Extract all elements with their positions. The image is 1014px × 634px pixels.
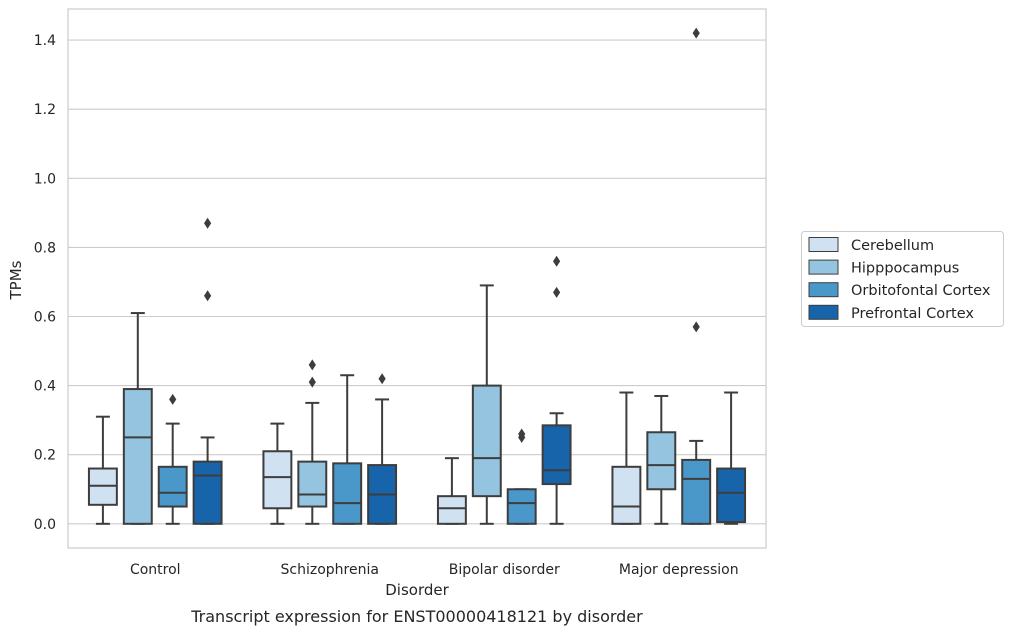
box-0-2 [157, 393, 188, 525]
outlier-point [518, 428, 526, 440]
y-tick-label: 1.4 [34, 33, 56, 49]
outlier-point [553, 255, 561, 267]
box-iqr [262, 450, 293, 510]
chart-caption: Transcript expression for ENST0000041812… [190, 607, 643, 626]
box-1-2 [332, 374, 363, 525]
box-0-0 [87, 415, 118, 525]
box-iqr [157, 465, 188, 508]
legend-swatch [808, 237, 839, 252]
outlier-point [378, 373, 386, 385]
legend-swatch [808, 282, 839, 298]
box-0-3 [192, 217, 223, 525]
y-tick-label: 1.0 [34, 171, 56, 187]
outlier-point [204, 217, 212, 229]
y-tick-label: 0.4 [34, 379, 56, 395]
legend-frame [801, 231, 1004, 327]
box-iqr [192, 460, 223, 525]
legend: Cerebellum Hipppocampus Orbitofontal Corte… [801, 231, 1004, 327]
y-tick-label: 1.2 [34, 102, 56, 118]
outlier-point [308, 359, 316, 371]
box-1-3 [367, 373, 398, 525]
plot-frame [67, 8, 767, 549]
outlier-point [204, 290, 212, 302]
outlier-point [692, 321, 700, 333]
x-axis-label: Disorder [385, 581, 449, 599]
box-2-3 [541, 255, 572, 525]
box-iqr [436, 495, 467, 525]
box-iqr [471, 384, 502, 498]
box-2-2 [506, 428, 537, 525]
box-3-1 [646, 394, 677, 525]
box-3-2 [681, 27, 712, 525]
y-tick-labels: 0.0 0.2 0.4 0.6 0.8 1.0 1.2 1.4 [34, 33, 56, 533]
legend-swatch [808, 259, 839, 275]
box-iqr [122, 388, 153, 525]
x-tick-label: Bipolar disorder [449, 562, 560, 578]
box-3-3 [716, 391, 747, 525]
y-tick-label: 0.0 [34, 517, 56, 533]
outlier-point [692, 27, 700, 39]
y-axis-label: TPMs [7, 260, 25, 300]
grid-lines [68, 39, 766, 525]
legend-swatch [808, 304, 839, 320]
box-iqr [297, 460, 328, 508]
legend-label: Orbitofontal Cortex [851, 283, 991, 299]
x-tick-label: Schizophrenia [281, 562, 379, 578]
box-iqr [611, 465, 642, 525]
y-tick-label: 0.2 [34, 448, 56, 464]
outlier-point [308, 376, 316, 388]
box-iqr [506, 488, 537, 525]
x-tick-labels: Control Schizophrenia Bipolar disorder Majo… [130, 562, 739, 578]
x-tick-label: Control [130, 562, 181, 578]
box-1-0 [262, 422, 293, 525]
box-0-1 [122, 312, 153, 525]
box-plots [87, 27, 747, 525]
box-2-1 [471, 284, 502, 525]
outlier-point [553, 286, 561, 298]
legend-label: Hipppocampus [851, 261, 959, 277]
y-tick-label: 0.8 [34, 240, 56, 256]
legend-label: Cerebellum [851, 238, 934, 254]
box-iqr [646, 431, 677, 491]
box-1-1 [297, 359, 328, 525]
box-iqr [332, 462, 363, 525]
x-tick-label: Major depression [619, 562, 739, 578]
box-3-0 [611, 391, 642, 525]
box-iqr [681, 458, 712, 525]
box-iqr [716, 467, 747, 524]
box-2-0 [436, 457, 467, 525]
legend-label: Prefrontal Cortex [851, 306, 974, 322]
box-iqr [541, 424, 572, 486]
outlier-point [169, 393, 177, 405]
y-tick-label: 0.6 [34, 310, 56, 326]
